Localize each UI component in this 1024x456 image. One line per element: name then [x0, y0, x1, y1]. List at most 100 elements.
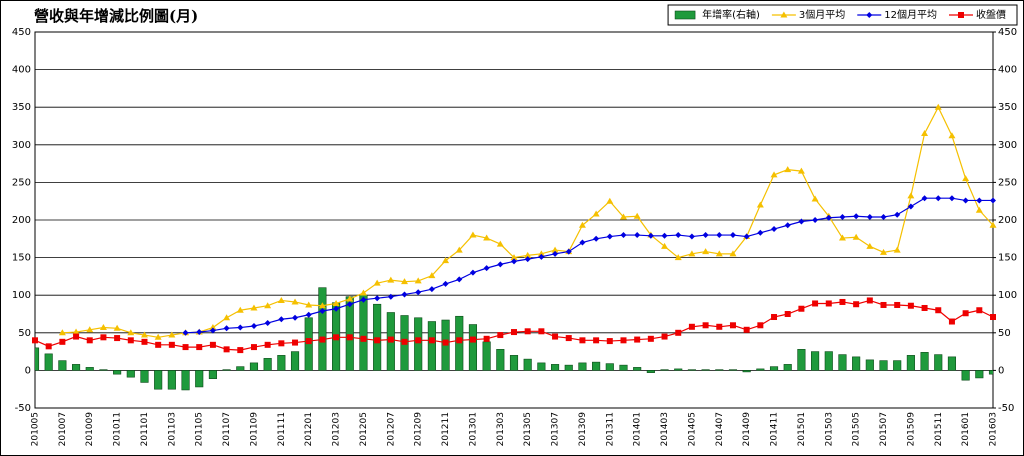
marker — [86, 337, 93, 344]
x-tick-label: 201005 — [31, 412, 41, 446]
bar — [414, 317, 423, 371]
bar — [756, 368, 765, 371]
marker — [524, 251, 532, 258]
marker — [907, 192, 915, 199]
marker — [894, 211, 901, 218]
marker — [702, 248, 710, 255]
marker — [374, 337, 381, 344]
y2-tick-label: -50 — [998, 403, 1014, 414]
marker — [990, 197, 996, 204]
legend-label: 收盤價 — [976, 8, 1006, 21]
bar — [277, 355, 286, 371]
marker — [236, 306, 244, 313]
marker — [237, 347, 244, 354]
marker — [442, 280, 449, 287]
marker — [319, 336, 326, 343]
bar — [208, 370, 217, 379]
x-tick-label: 201501 — [797, 412, 807, 446]
y2-tick-label: 450 — [998, 27, 1017, 38]
bar — [811, 351, 820, 371]
marker — [538, 253, 545, 260]
y2-tick-label: 50 — [998, 328, 1011, 339]
marker — [277, 296, 285, 303]
marker — [962, 175, 970, 182]
marker — [757, 229, 764, 236]
marker — [305, 338, 312, 345]
marker — [374, 295, 381, 302]
marker — [58, 329, 66, 336]
marker — [223, 325, 230, 332]
marker — [387, 336, 394, 343]
marker — [702, 232, 709, 239]
marker — [962, 310, 969, 317]
marker — [483, 335, 490, 342]
marker — [688, 250, 696, 257]
marker — [853, 301, 860, 308]
bar — [728, 369, 738, 371]
bar — [318, 287, 327, 371]
marker — [866, 12, 873, 18]
marker — [291, 298, 299, 305]
bar — [85, 367, 94, 371]
marker — [511, 258, 517, 265]
marker — [948, 132, 956, 139]
marker — [455, 246, 463, 253]
marker — [32, 337, 38, 344]
bar — [988, 370, 993, 375]
bar — [687, 369, 696, 371]
marker — [921, 195, 928, 202]
marker — [401, 338, 408, 345]
bar — [468, 324, 478, 371]
marker — [866, 213, 873, 220]
x-tick-label: 201409 — [742, 412, 752, 447]
y2-tick-label: 350 — [998, 102, 1017, 113]
marker — [292, 339, 299, 346]
marker — [565, 248, 572, 255]
x-tick-label: 201303 — [496, 412, 506, 446]
marker — [839, 213, 846, 220]
marker — [209, 327, 216, 334]
marker — [428, 272, 436, 279]
marker — [333, 305, 340, 312]
marker — [250, 323, 257, 330]
bar — [550, 364, 560, 371]
marker — [674, 254, 682, 261]
marker — [510, 254, 518, 261]
bar — [865, 359, 874, 371]
marker — [552, 250, 559, 257]
marker — [798, 305, 805, 312]
bar — [509, 355, 519, 371]
x-tick-label: 201007 — [58, 412, 68, 446]
marker — [757, 322, 764, 329]
marker — [743, 326, 750, 333]
marker — [373, 279, 381, 286]
bar — [769, 366, 779, 371]
marker — [250, 304, 258, 311]
marker — [305, 311, 312, 318]
marker — [784, 311, 791, 317]
marker — [866, 242, 874, 249]
marker — [688, 233, 695, 240]
marker — [182, 329, 189, 336]
x-tick-label: 201101 — [140, 412, 150, 446]
marker — [578, 221, 586, 228]
chart-title: 營收與年增減比例圖(月) — [34, 7, 198, 25]
marker — [387, 276, 395, 283]
marker — [524, 256, 531, 263]
bar — [304, 317, 313, 371]
marker — [99, 324, 107, 331]
marker — [866, 297, 873, 304]
marker — [770, 171, 778, 178]
bar — [824, 351, 833, 371]
y2-tick-label: 100 — [998, 290, 1017, 301]
y-tick-label: -50 — [15, 403, 31, 414]
marker — [838, 234, 846, 241]
bar — [58, 360, 67, 371]
x-tick-label: 201403 — [660, 412, 670, 446]
marker — [414, 277, 422, 284]
marker — [934, 103, 942, 110]
marker — [958, 12, 964, 18]
bar — [44, 353, 53, 371]
marker — [606, 233, 613, 240]
